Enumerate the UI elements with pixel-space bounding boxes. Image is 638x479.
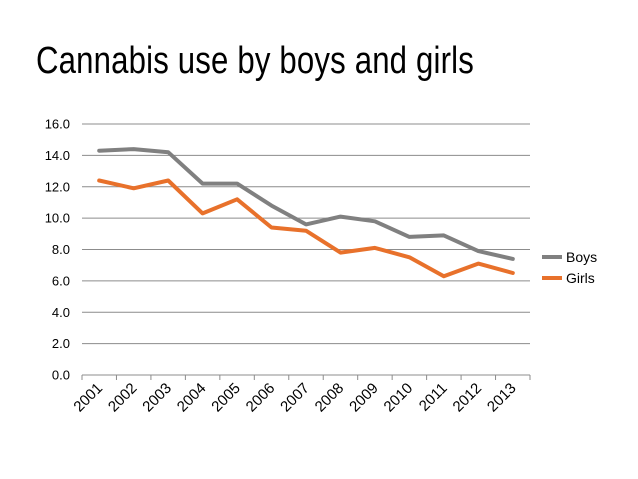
x-tick-label: 2001: [70, 380, 106, 416]
y-tick-label: 2.0: [52, 336, 70, 351]
x-tick-label: 2011: [416, 380, 451, 415]
x-tick-labels: 2001200220032004200520062007200820092010…: [70, 380, 519, 416]
x-tick-label: 2002: [105, 380, 141, 416]
x-tick-label: 2008: [312, 380, 348, 416]
y-tick-label: 0.0: [52, 368, 70, 383]
x-tick-label: 2013: [484, 380, 520, 416]
gridlines: [82, 123, 530, 345]
y-tick-label: 10.0: [45, 211, 70, 226]
legend-label-girls: Girls: [566, 270, 595, 286]
x-tick-label: 2009: [346, 380, 382, 416]
y-tick-label: 16.0: [45, 117, 70, 132]
series-line-girls: [97, 178, 515, 279]
legend: Boys Girls: [542, 249, 597, 286]
x-tick-label: 2010: [381, 380, 417, 416]
x-tick-label: 2006: [243, 380, 279, 416]
legend-label-boys: Boys: [566, 249, 597, 265]
axes: [81, 374, 531, 380]
x-tick-label: 2005: [208, 380, 244, 416]
x-tick-label: 2007: [277, 380, 313, 416]
y-tick-label: 14.0: [45, 148, 70, 163]
x-tick-label: 2003: [139, 380, 175, 416]
series-lines: [97, 147, 515, 279]
y-tick-labels: 0.0 2.0 4.0 6.0 8.0 10.0 12.0 14.0 16.0: [45, 117, 70, 383]
x-tick-label: 2012: [450, 380, 486, 416]
x-tick-label: 2004: [174, 380, 210, 416]
y-tick-label: 8.0: [52, 242, 70, 257]
y-tick-label: 6.0: [52, 273, 70, 288]
y-tick-label: 4.0: [52, 305, 70, 320]
y-tick-label: 12.0: [45, 179, 70, 194]
chart-title: Cannabis use by boys and girls: [36, 40, 474, 82]
series-line-boys: [97, 147, 515, 261]
